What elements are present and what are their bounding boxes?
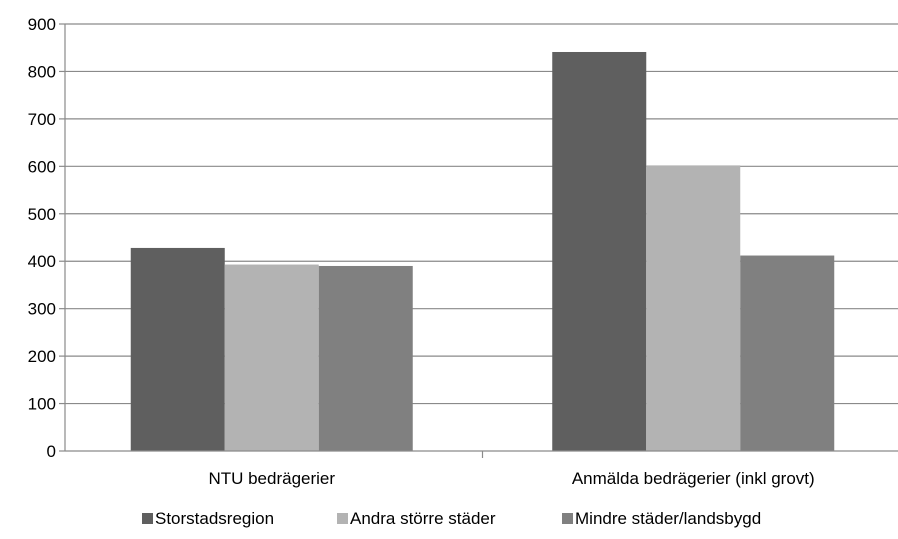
y-tick-label: 300 — [28, 300, 56, 319]
x-category-label: Anmälda bedrägerier (inkl grovt) — [572, 469, 815, 488]
bar-2-2 — [646, 165, 741, 451]
y-tick-label: 800 — [28, 62, 56, 81]
y-tick-label: 0 — [47, 442, 56, 461]
legend-swatch-3 — [562, 513, 573, 524]
bar-1-1 — [130, 247, 225, 451]
bars — [130, 51, 835, 452]
legend-label-1: Storstadsregion — [155, 509, 274, 528]
bar-2-1 — [224, 264, 319, 451]
legend-label-2: Andra större städer — [350, 509, 496, 528]
legend-label-3: Mindre städer/landsbygd — [575, 509, 761, 528]
y-tick-label: 900 — [28, 15, 56, 34]
bar-1-2 — [552, 51, 647, 452]
legend-swatch-1 — [142, 513, 153, 524]
axes: 0 100 200 300 400 500 600 700 800 900 NTU bedräger… — [28, 15, 898, 488]
y-tick-label: 500 — [28, 205, 56, 224]
y-tick-label: 400 — [28, 252, 56, 271]
legend: Storstadsregion Andra större städer Mindre… — [142, 509, 761, 528]
y-tick-label: 100 — [28, 395, 56, 414]
bar-3-1 — [318, 265, 413, 451]
y-tick-label: 200 — [28, 347, 56, 366]
x-category-label: NTU bedrägerier — [208, 469, 335, 488]
legend-swatch-2 — [337, 513, 348, 524]
bar-3-2 — [740, 255, 835, 451]
y-tick-label: 600 — [28, 157, 56, 176]
y-tick-label: 700 — [28, 110, 56, 129]
